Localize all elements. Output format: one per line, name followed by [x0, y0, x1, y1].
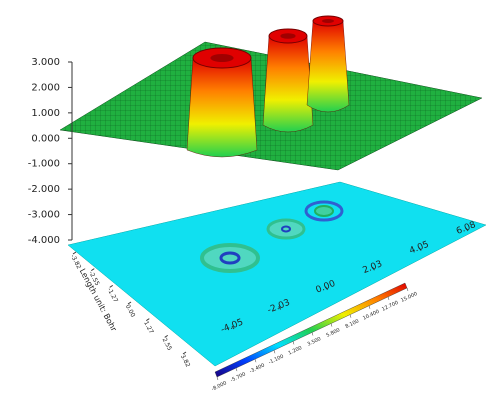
x-tick-label: 2.55 [161, 337, 174, 352]
y-tick [231, 325, 235, 330]
x-tick [109, 284, 113, 288]
colorbar-tick [235, 368, 238, 372]
colorbar-tick-label: -3.400 [249, 363, 266, 375]
z-tick-label: -2.000 [28, 184, 60, 195]
y-tick [465, 227, 469, 232]
x-tick-label: 1.27 [142, 320, 155, 335]
contour-rings [200, 200, 344, 273]
peak-crater [210, 54, 234, 62]
peak-body [306, 20, 350, 113]
colorbar-tick-label: 12.700 [381, 300, 399, 313]
x-tick [164, 334, 168, 338]
colorbar-tick [368, 305, 371, 309]
z-tick-label: -4.000 [28, 235, 60, 246]
colorbar-tick-label: -8.000 [211, 380, 228, 392]
colorbar-tick-label: 5.800 [325, 327, 341, 338]
colorbar-tick-label: 1.200 [287, 345, 303, 356]
x-tick [127, 301, 132, 305]
colorbar-tick [292, 341, 295, 345]
y-tick [325, 286, 328, 291]
y-tick [372, 266, 375, 271]
z-tick-label: 1.000 [31, 108, 60, 119]
z-tick-label: 3.000 [31, 57, 60, 68]
x-tick [146, 318, 150, 322]
x-tick-label: -3.82 [69, 253, 83, 270]
peak-crater [280, 33, 296, 39]
peak-body [186, 57, 258, 158]
colorbar-tick [349, 314, 352, 318]
peak-crater [322, 19, 334, 23]
z-tick-label: 2.000 [31, 82, 60, 93]
x-tick-label: -1.27 [106, 287, 120, 304]
surface-peaks [186, 15, 350, 158]
colorbar-tick-label: 15.000 [400, 291, 418, 304]
colorbar-tick-label: 8.100 [344, 318, 360, 329]
x-tick [72, 251, 77, 255]
colorbar-tick [273, 350, 276, 354]
colorbar-tick [406, 287, 409, 292]
colorbar-tick [254, 359, 257, 363]
colorbar-tick-label: 3.500 [306, 336, 322, 347]
colorbar-tick-label: 10.400 [362, 309, 380, 322]
colorbar-tick-label: -1.100 [268, 354, 285, 366]
contour-plane [67, 181, 487, 367]
colorbar-tick [216, 376, 219, 381]
x-tick [182, 351, 187, 355]
peak-body [262, 35, 314, 133]
colorbar-tick [311, 332, 314, 336]
x-tick [91, 268, 95, 272]
y-tick [278, 306, 282, 310]
x-tick-label: 3.82 [179, 353, 192, 368]
z-tick-label: 0.000 [31, 133, 60, 144]
colorbar-tick [387, 296, 390, 300]
z-tick-label: -1.000 [28, 159, 60, 170]
colorbar-tick-label: -5.700 [230, 371, 247, 383]
colorbar-tick [330, 323, 333, 327]
y-tick [418, 247, 422, 251]
z-tick-label: -3.000 [28, 210, 60, 221]
x-tick-label: 0.00 [124, 303, 137, 318]
